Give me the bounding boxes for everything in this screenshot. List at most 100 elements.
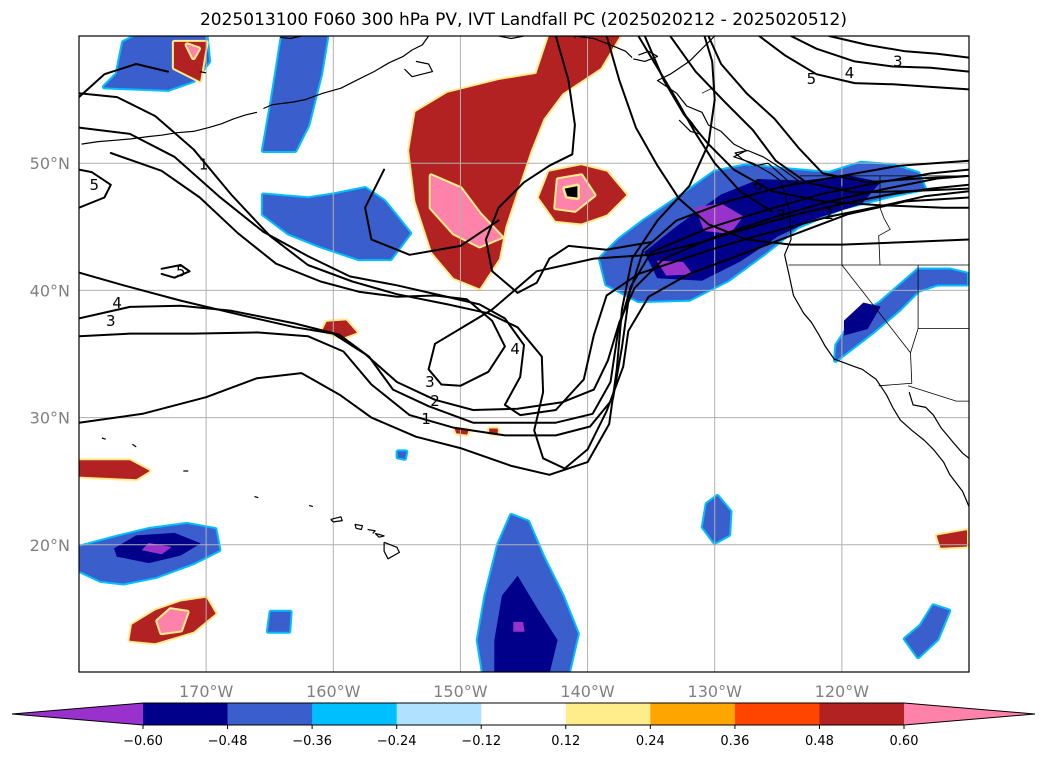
ivt-contour [484, 36, 653, 294]
pv-region-fill [79, 460, 150, 480]
pv-region [513, 621, 525, 632]
contour-label: 4 [845, 64, 855, 82]
pv-region-fill [513, 621, 525, 632]
contour-label: 2 [430, 392, 440, 410]
contour-label: 4 [112, 294, 122, 312]
pv-region [79, 458, 152, 482]
political-border [878, 217, 891, 266]
longitude-tick-label: 140°W [560, 682, 615, 701]
longitude-tick-label: 120°W [815, 682, 870, 701]
pv-region [843, 302, 881, 336]
ivt-contour [79, 36, 716, 476]
pv-region [428, 173, 504, 249]
coastline [101, 437, 106, 440]
pv-region-fill [702, 496, 731, 543]
contour-label: 3 [893, 52, 903, 70]
pv-region-fill [494, 576, 558, 672]
pv-region [934, 528, 969, 550]
coastline [330, 516, 343, 523]
ivt-contour [79, 63, 169, 99]
contour-label: 1 [199, 155, 209, 173]
pv-region [142, 543, 171, 555]
ivt-contour [79, 174, 969, 411]
contour-label: 5 [807, 70, 817, 88]
colorbar-segment [227, 703, 313, 725]
pv-region [155, 607, 190, 636]
ivt-contour [605, 36, 969, 246]
pv-region [184, 42, 201, 61]
contour-label: 5 [89, 176, 99, 194]
pv-region [494, 576, 558, 672]
contour-label: 3 [106, 312, 116, 330]
coastline [279, 36, 302, 40]
latitude-tick-label: 30°N [30, 409, 70, 428]
ivt-contour [758, 36, 969, 91]
colorbar-tick-label: −0.24 [377, 734, 417, 749]
longitude-tick-label: 170°W [179, 682, 234, 701]
ivt-contours [79, 36, 969, 476]
ivt-contour [637, 36, 773, 213]
colorbar-segment [396, 703, 482, 725]
coastline [908, 392, 969, 459]
latitude-tick-label: 20°N [30, 536, 70, 555]
pv-region-fill [142, 543, 171, 555]
colorbar-tick-label: 0.60 [890, 734, 919, 749]
ivt-contour [643, 36, 969, 209]
longitude-tick-label: 160°W [306, 682, 361, 701]
colorbar-segment [819, 703, 905, 725]
contour-label: 3 [425, 373, 435, 391]
pv-region-fill [157, 609, 188, 634]
ivt-contour [79, 168, 112, 209]
latitude-tick-label: 50°N [30, 154, 70, 173]
ivt-contour [707, 36, 969, 184]
colorbar-tick-label: −0.12 [461, 734, 501, 749]
ivt-contour [79, 168, 969, 424]
colorbar-segment [481, 703, 567, 725]
coastline [656, 36, 969, 507]
pv-region-fill [262, 36, 328, 151]
pv-region [260, 36, 330, 153]
longitude-tick-label: 150°W [433, 682, 488, 701]
latitude-tick-label: 40°N [30, 281, 70, 300]
pv-region [562, 183, 580, 200]
ivt-contour [79, 159, 969, 437]
pv-region [700, 494, 733, 545]
coastline [308, 504, 314, 508]
colorbar-tick-label: 0.48 [805, 734, 834, 749]
pv-region-fill [267, 611, 291, 632]
pv-region [902, 603, 952, 660]
pv-region-fill [430, 175, 502, 247]
gridlines [79, 36, 969, 672]
coastline [81, 111, 258, 145]
contour-label: 6 [753, 176, 763, 194]
axis-tick-labels: 170°W 160°W 150°W 140°W 130°W 120°W 50°N 40°N 30… [30, 154, 870, 701]
coastline [404, 60, 434, 78]
pv-region-fill [564, 186, 578, 198]
colorbar-tick-label: −0.60 [123, 734, 163, 749]
colorbar-tick-label: 0.12 [551, 734, 580, 749]
contour-label: 2 [824, 205, 834, 223]
pv-region-fill [843, 302, 881, 336]
colorbar-segment [734, 703, 820, 725]
ivt-contour [669, 36, 969, 194]
pv-region-fill [186, 44, 199, 59]
colorbar-segment [312, 703, 398, 725]
ivt-contour [79, 126, 969, 417]
coastlines [81, 36, 969, 560]
colorbar-tick-label: −0.48 [208, 734, 248, 749]
colorbar-segment [650, 703, 736, 725]
colorbar-tick-label: 0.24 [636, 734, 665, 749]
ivt-contour [364, 168, 500, 256]
political-border [878, 265, 919, 387]
pv-region [320, 318, 359, 340]
colorbar-tick-label: 0.36 [720, 734, 749, 749]
coastline [498, 36, 525, 40]
pv-region [265, 609, 293, 634]
colorbar-segment [143, 703, 229, 725]
ivt-contour [79, 92, 969, 470]
coastline [132, 443, 137, 448]
ivt-contour [109, 152, 969, 387]
contour-label: 5 [176, 262, 186, 280]
